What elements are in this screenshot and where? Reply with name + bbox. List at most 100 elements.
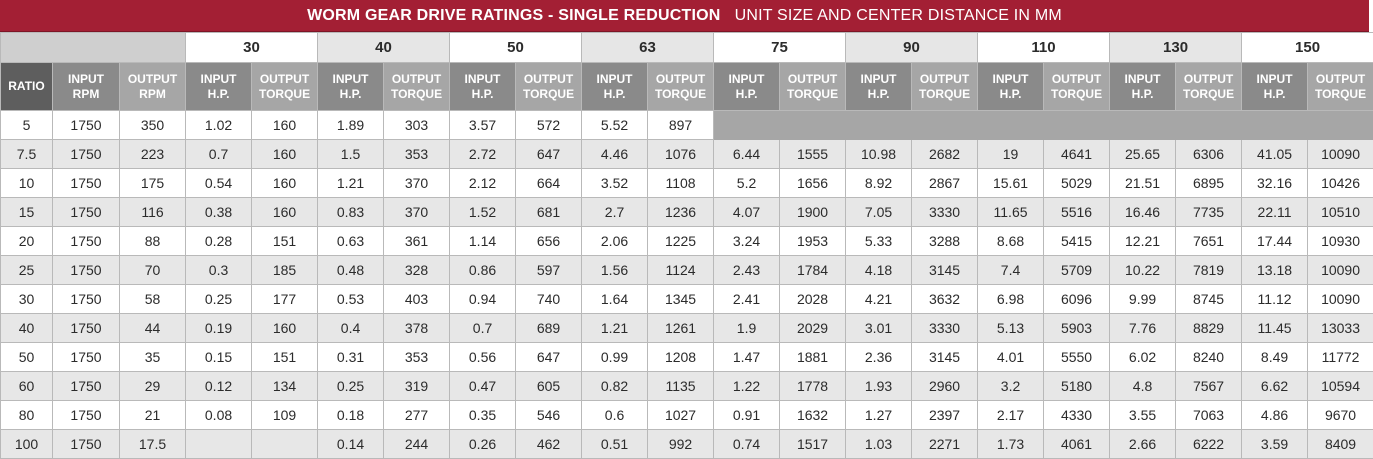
data-cell: 0.94 xyxy=(450,285,516,314)
data-cell: 0.35 xyxy=(450,401,516,430)
data-cell: 2028 xyxy=(780,285,846,314)
data-cell: 44 xyxy=(120,314,186,343)
data-cell: 5709 xyxy=(1044,256,1110,285)
data-cell: 0.14 xyxy=(318,430,384,459)
ratio-cell: 40 xyxy=(1,314,53,343)
data-cell: 1124 xyxy=(648,256,714,285)
unit-size-header: 40 xyxy=(318,33,450,63)
table-subtitle: UNIT SIZE AND CENTER DISTANCE IN MM xyxy=(735,7,1062,25)
data-cell: 8.68 xyxy=(978,227,1044,256)
data-cell: 8829 xyxy=(1176,314,1242,343)
data-cell: 2.12 xyxy=(450,169,516,198)
header-line: INPUT xyxy=(201,72,237,86)
data-cell: 0.48 xyxy=(318,256,384,285)
data-cell: 0.54 xyxy=(186,169,252,198)
data-cell: 1900 xyxy=(780,198,846,227)
data-cell: 160 xyxy=(252,198,318,227)
data-cell: 160 xyxy=(252,111,318,140)
data-cell: 2.36 xyxy=(846,343,912,372)
ratio-cell: 20 xyxy=(1,227,53,256)
not-available-cell xyxy=(714,111,1373,140)
data-cell: 647 xyxy=(516,140,582,169)
data-cell: 6096 xyxy=(1044,285,1110,314)
ratio-cell: 15 xyxy=(1,198,53,227)
data-cell: 15.61 xyxy=(978,169,1044,198)
data-cell: 2.72 xyxy=(450,140,516,169)
data-cell: 5903 xyxy=(1044,314,1110,343)
data-cell: 5415 xyxy=(1044,227,1110,256)
data-cell: 1208 xyxy=(648,343,714,372)
data-cell: 32.16 xyxy=(1242,169,1308,198)
data-cell: 462 xyxy=(516,430,582,459)
header-line: TORQUE xyxy=(919,87,970,101)
header-line: OUTPUT xyxy=(920,72,969,86)
header-line: RPM xyxy=(73,87,100,101)
data-cell: 0.25 xyxy=(318,372,384,401)
data-cell: 6.62 xyxy=(1242,372,1308,401)
data-cell: 10090 xyxy=(1308,285,1373,314)
header-line: OUTPUT xyxy=(1184,72,1233,86)
ratio-cell: 60 xyxy=(1,372,53,401)
data-cell: 1.02 xyxy=(186,111,252,140)
data-cell: 1784 xyxy=(780,256,846,285)
header-line: INPUT xyxy=(993,72,1029,86)
data-cell: 370 xyxy=(384,169,450,198)
data-cell: 6.44 xyxy=(714,140,780,169)
ratio-cell: 10 xyxy=(1,169,53,198)
data-cell: 1778 xyxy=(780,372,846,401)
data-cell: 0.83 xyxy=(318,198,384,227)
data-cell: 1027 xyxy=(648,401,714,430)
data-cell: 2.41 xyxy=(714,285,780,314)
data-cell: 1.47 xyxy=(714,343,780,372)
data-cell: 3145 xyxy=(912,256,978,285)
title-bar: WORM GEAR DRIVE RATINGS - SINGLE REDUCTI… xyxy=(0,0,1369,32)
header-line: TORQUE xyxy=(259,87,310,101)
data-cell: 19 xyxy=(978,140,1044,169)
data-cell: 1.73 xyxy=(978,430,1044,459)
data-cell: 5029 xyxy=(1044,169,1110,198)
data-cell: 2.43 xyxy=(714,256,780,285)
data-cell: 3.24 xyxy=(714,227,780,256)
data-cell: 11.65 xyxy=(978,198,1044,227)
unit-size-header: 150 xyxy=(1242,33,1373,63)
data-cell: 403 xyxy=(384,285,450,314)
unit-size-header: 30 xyxy=(186,33,318,63)
data-cell: 8745 xyxy=(1176,285,1242,314)
data-cell: 25.65 xyxy=(1110,140,1176,169)
ratio-cell: 5 xyxy=(1,111,53,140)
data-cell: 1.9 xyxy=(714,314,780,343)
data-cell: 11772 xyxy=(1308,343,1373,372)
data-cell: 185 xyxy=(252,256,318,285)
ratio-cell: 7.5 xyxy=(1,140,53,169)
data-cell: 0.63 xyxy=(318,227,384,256)
data-cell: 1.27 xyxy=(846,401,912,430)
header-line: H.P. xyxy=(208,87,230,101)
data-cell: 0.18 xyxy=(318,401,384,430)
data-cell: 0.6 xyxy=(582,401,648,430)
data-cell: 4.18 xyxy=(846,256,912,285)
data-cell: 2.66 xyxy=(1110,430,1176,459)
data-cell: 0.19 xyxy=(186,314,252,343)
header-line: H.P. xyxy=(736,87,758,101)
header-line: TORQUE xyxy=(1315,87,1366,101)
data-cell: 3145 xyxy=(912,343,978,372)
data-cell: 2397 xyxy=(912,401,978,430)
data-cell: 12.21 xyxy=(1110,227,1176,256)
data-cell: 88 xyxy=(120,227,186,256)
data-cell: 5516 xyxy=(1044,198,1110,227)
data-cell: 134 xyxy=(252,372,318,401)
data-cell: 1750 xyxy=(53,372,120,401)
header-line: H.P. xyxy=(868,87,890,101)
